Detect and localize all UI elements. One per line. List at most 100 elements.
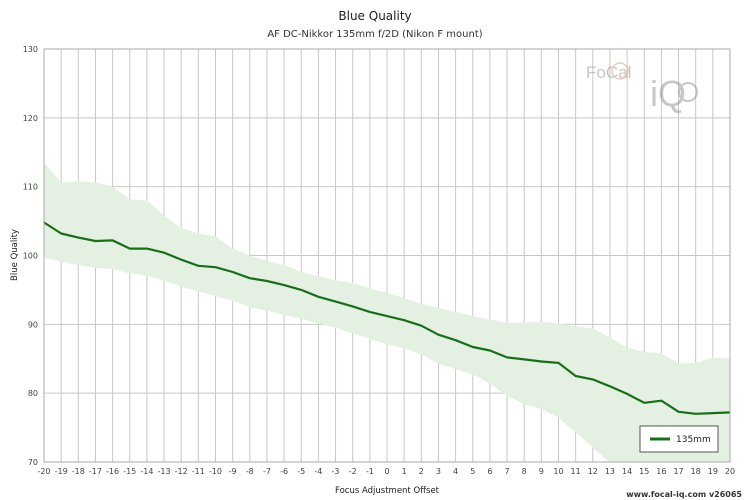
logo-iq-text: iQ <box>650 73 686 114</box>
y-tick-label: 80 <box>28 389 38 398</box>
y-tick-labels: 70 80 90 100 110 120 130 <box>23 45 38 467</box>
x-tick-label: 6 <box>487 467 492 476</box>
y-tick-label: 110 <box>23 183 38 192</box>
y-tick-label: 90 <box>28 320 38 329</box>
y-tick-label: 70 <box>28 458 38 467</box>
data-point <box>266 280 268 282</box>
range-band-area <box>44 163 730 462</box>
x-tick-label: 7 <box>505 467 510 476</box>
x-tick-label: 2 <box>419 467 424 476</box>
x-tick-label: -12 <box>175 467 188 476</box>
x-tick-label: 17 <box>673 467 683 476</box>
x-tick-label: -17 <box>89 467 102 476</box>
chart-title: Blue Quality <box>338 9 411 23</box>
x-tick-label: -16 <box>106 467 119 476</box>
legend: 135mm <box>639 425 719 453</box>
x-tick-label: -1 <box>366 467 374 476</box>
data-point <box>231 271 234 273</box>
data-point <box>574 375 577 377</box>
x-tick-label: 0 <box>384 467 389 476</box>
data-point <box>317 295 320 298</box>
plot-frame <box>43 48 731 463</box>
data-point <box>60 232 63 235</box>
footer-url: www.focal-iq.com v26065 <box>626 490 742 499</box>
y-tick-label: 100 <box>23 252 38 261</box>
x-tick-label: -18 <box>72 467 85 476</box>
x-tick-label: -8 <box>246 467 254 476</box>
x-tick-label: -20 <box>37 467 50 476</box>
data-point <box>334 300 337 303</box>
data-point <box>197 264 200 267</box>
legend-label: 135mm <box>676 435 711 445</box>
data-point <box>146 247 148 250</box>
x-tick-label: 4 <box>453 467 458 476</box>
data-point <box>248 277 251 280</box>
data-point <box>283 284 285 286</box>
x-tick-label: -3 <box>332 467 340 476</box>
data-point <box>94 240 97 242</box>
x-tick-label: 20 <box>725 467 735 476</box>
data-point <box>506 356 508 359</box>
data-point <box>163 251 165 254</box>
data-point <box>111 239 114 242</box>
y-tick-label: 120 <box>23 114 38 123</box>
x-tick-label: 9 <box>539 467 544 476</box>
x-tick-label: -15 <box>123 467 136 476</box>
data-point <box>591 378 594 381</box>
x-tick-label: 8 <box>522 467 527 476</box>
x-tick-label: -4 <box>314 467 322 476</box>
x-tick-label: -14 <box>140 467 153 476</box>
data-point <box>368 311 371 313</box>
data-point <box>540 360 543 363</box>
x-tick-label: 15 <box>639 467 649 476</box>
data-point <box>437 333 440 336</box>
x-tick-label: 5 <box>470 467 475 476</box>
data-point <box>214 266 217 269</box>
x-tick-label: 16 <box>656 467 666 476</box>
x-tick-label: 12 <box>588 467 598 476</box>
x-tick-label: 1 <box>402 467 407 476</box>
data-point <box>180 258 183 261</box>
x-tick-label: 10 <box>553 467 563 476</box>
x-tick-label: 19 <box>708 467 718 476</box>
data-point <box>677 410 680 413</box>
logo-magnifier-icon <box>678 82 698 102</box>
data-point <box>609 385 611 388</box>
data-point <box>694 412 697 415</box>
data-point <box>660 399 663 402</box>
x-tick-label: -7 <box>263 467 271 476</box>
data-point <box>77 236 80 239</box>
data-point <box>523 358 526 361</box>
data-point <box>403 319 406 322</box>
data-point <box>471 346 474 348</box>
data-point <box>643 401 646 404</box>
y-axis-label: Blue Quality <box>10 229 20 281</box>
y-tick-label: 130 <box>23 45 38 54</box>
x-tick-label: 11 <box>571 467 581 476</box>
x-tick-label: -5 <box>297 467 305 476</box>
x-tick-labels: -20 -19 -18 -17 -16 -15 -14 -13 -12 -11 -10 -9 -8 -7-… <box>37 467 735 476</box>
focal-iq-logo: FoCal iQ <box>586 62 698 114</box>
chart-subtitle: AF DC-Nikkor 135mm f/2D (Nikon F mount) <box>267 29 482 40</box>
x-tick-label: -13 <box>158 467 171 476</box>
x-tick-label: -10 <box>209 467 222 476</box>
x-tick-label: 14 <box>622 467 632 476</box>
x-tick-label: -6 <box>280 467 288 476</box>
data-point <box>351 305 354 308</box>
x-tick-label: -9 <box>229 467 237 476</box>
data-point <box>300 289 303 291</box>
x-tick-label: 3 <box>436 467 441 476</box>
x-tick-label: -2 <box>349 467 357 476</box>
data-point <box>420 324 423 327</box>
x-tick-label: -19 <box>55 467 68 476</box>
logo-focal-text: FoCal <box>586 63 631 82</box>
data-point <box>711 412 714 415</box>
data-point <box>386 315 388 317</box>
data-point <box>557 361 560 364</box>
quality-range-band <box>44 163 730 462</box>
x-axis-label: Focus Adjustment Offset <box>335 486 440 496</box>
x-tick-label: 18 <box>691 467 701 476</box>
data-point <box>128 247 131 250</box>
data-point <box>626 392 628 395</box>
